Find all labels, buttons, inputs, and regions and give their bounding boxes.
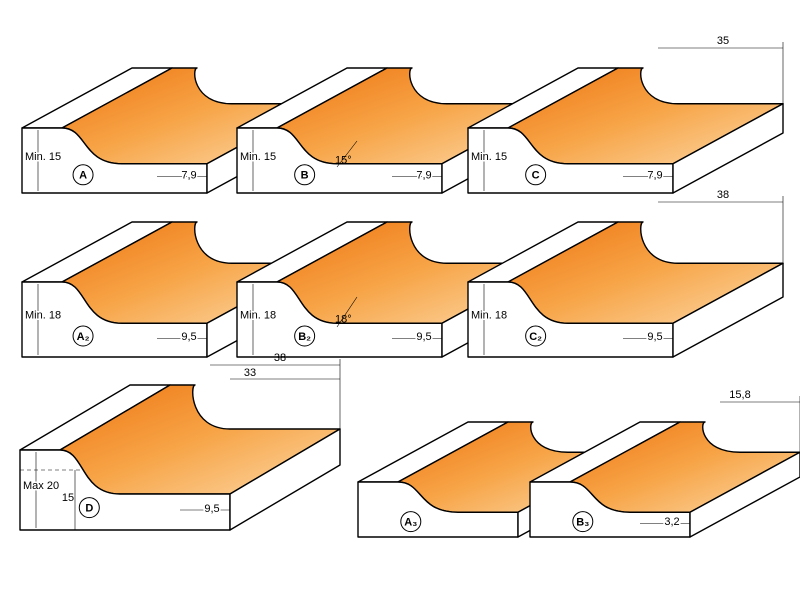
profile-block: B₃ 3,2 15,8 <box>529 389 800 538</box>
min-height: Min. 18 <box>471 310 507 322</box>
width-dim: 3,2 <box>664 516 679 528</box>
profile-label: A₃ <box>404 517 417 529</box>
profile-label: C₂ <box>529 331 542 343</box>
label-circle <box>72 325 94 347</box>
profile-label: B₃ <box>576 517 589 529</box>
min-height: Min. 15 <box>471 151 507 163</box>
width-dim: 9,5 <box>416 331 431 343</box>
min-height: Min. 18 <box>240 310 276 322</box>
profile-label: A₂ <box>77 331 90 343</box>
profile-label: A <box>79 170 87 182</box>
label-circle <box>72 164 94 186</box>
top-dim: 15,8 <box>729 389 750 401</box>
label-circle <box>572 511 594 533</box>
min-height: Min. 18 <box>25 310 61 322</box>
width-dim: 9,5 <box>181 331 196 343</box>
width-dim: 7,9 <box>416 170 431 182</box>
label-circle <box>525 325 547 347</box>
angle-dim: 18° <box>335 313 352 325</box>
label-circle <box>294 164 316 186</box>
depth-dim: 15 <box>62 492 74 504</box>
dim-line <box>336 140 358 168</box>
label-circle <box>525 164 547 186</box>
profile-block: C Min. 15 7,9 35 <box>467 35 784 194</box>
side-face <box>689 451 800 538</box>
profile-label: B <box>301 170 309 182</box>
width-dim: 9,5 <box>204 503 219 515</box>
profile-label: C <box>532 170 540 182</box>
label-circle <box>400 511 422 533</box>
min-height: Max 20 <box>23 480 59 492</box>
width-dim: 9,5 <box>647 331 662 343</box>
top-dim: 33 <box>244 367 256 379</box>
side-face <box>229 428 341 531</box>
side-face <box>672 103 784 194</box>
top-dim: 35 <box>717 35 729 47</box>
profile-block: D Max 20 9,5 15 38 33 <box>19 352 341 531</box>
label-circle <box>294 325 316 347</box>
width-dim: 7,9 <box>181 170 196 182</box>
angle-dim: 15° <box>335 154 352 166</box>
min-height: Min. 15 <box>240 151 276 163</box>
profile-label: D <box>85 503 93 515</box>
profile-label: B₂ <box>298 331 311 343</box>
width-dim: 7,9 <box>647 170 662 182</box>
cut-surface <box>569 421 800 513</box>
label-circle <box>78 497 100 519</box>
min-height: Min. 15 <box>25 151 61 163</box>
top-dim: 38 <box>717 189 729 201</box>
side-face <box>672 262 784 358</box>
profile-block: C₂ Min. 18 9,5 38 <box>467 189 784 358</box>
top-dim: 38 <box>274 352 286 364</box>
dim-line <box>336 296 358 328</box>
